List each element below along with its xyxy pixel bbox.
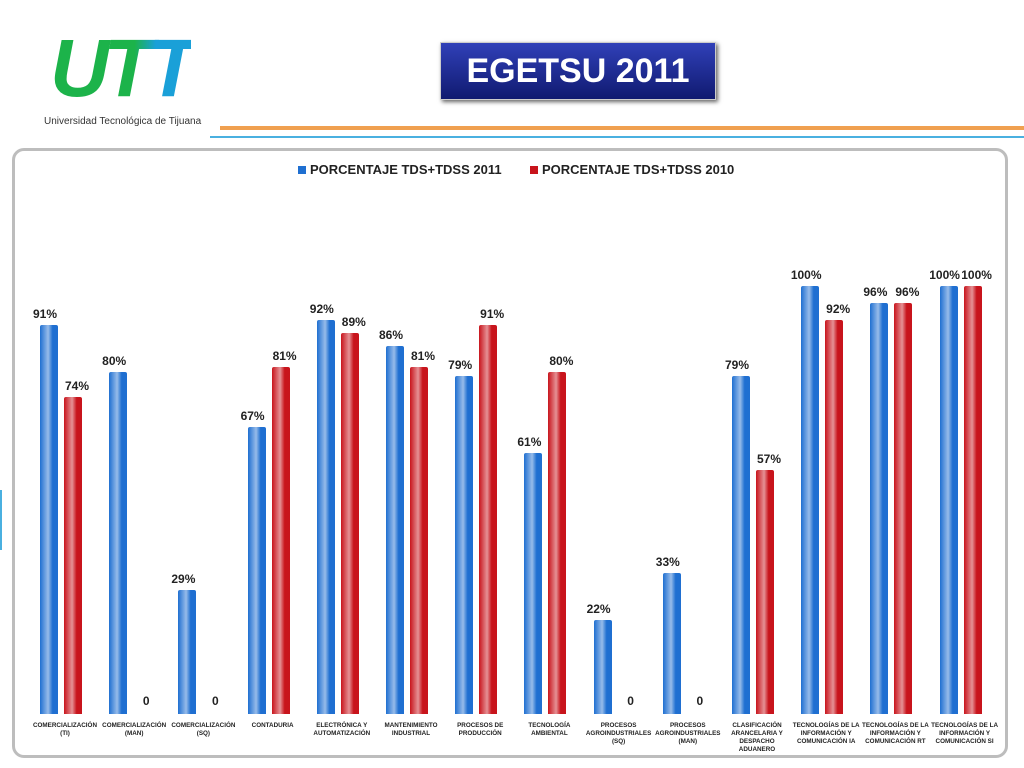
value-label: 81% [410,349,436,364]
legend-swatch [530,166,538,174]
value-label: 0 [212,694,219,708]
value-label: 74% [64,379,90,394]
legend-label: PORCENTAJE TDS+TDSS 2010 [542,162,735,177]
bar [732,375,750,714]
bar [40,324,58,714]
bar [524,452,543,714]
x-tick-label: PROCESOS DE PRODUCCIÓN [457,722,504,737]
value-label: 92% [309,302,334,317]
bar [593,619,612,714]
value-label: 86% [378,327,404,342]
value-label: 100% [961,268,992,282]
value-label: 0 [627,694,634,708]
value-label: 61% [517,434,542,449]
bar [340,333,359,714]
bar [756,470,774,714]
value-label: 89% [341,315,366,330]
value-label: 67% [240,409,265,424]
blue-edge [0,490,2,550]
value-label: 33% [655,554,680,569]
bar [271,367,290,714]
x-tick-label: PROCESOS AGROINDUSTRIALES (SQ) [585,722,652,745]
bar [939,286,958,714]
bar [178,589,197,714]
bar [109,371,128,714]
x-tick-label: ELECTRÓNICA Y AUTOMATIZACIÓN [313,722,371,737]
bar [247,427,266,714]
blue-line [210,136,1024,138]
value-label: 80% [102,353,127,368]
value-label: 100% [929,268,960,282]
legend-swatch [298,166,306,174]
bar [894,303,913,714]
x-tick-label: TECNOLOGÍAS DE LA INFORMACIÓN Y COMUNICA… [792,722,860,745]
bar [870,303,889,714]
x-tick-label: CLASIFICACIÓN ARANCELARIA Y DESPACHO ADU… [731,722,783,753]
x-tick-label: COMERCIALIZACIÓN (TI) [32,722,97,737]
value-label: 80% [549,353,574,368]
chart-panel [12,148,1008,758]
legend-label: PORCENTAJE TDS+TDSS 2011 [310,162,502,177]
logo-name: Universidad Tecnológica de Tijuana [44,116,202,127]
bar [548,371,567,714]
bar [455,375,474,714]
value-label: 96% [895,285,920,300]
bar [963,286,982,714]
x-tick-label: COMERCIALIZACIÓN (MAN) [102,722,167,737]
value-label: 0 [142,694,150,708]
x-tick-label: TECNOLOGÍAS DE LA INFORMACIÓN Y COMUNICA… [861,722,929,745]
value-label: 79% [724,357,750,372]
bar [316,320,335,714]
value-label: 0 [696,694,704,708]
x-tick-label: TECNOLOGÍA AMBIENTAL [528,722,571,737]
value-label: 96% [863,285,888,300]
x-tick-label: MANTENIMIENTO INDUSTRIAL [384,722,438,737]
value-label: 79% [448,357,473,372]
value-label: 91% [480,306,505,321]
bar [801,286,820,714]
bar [410,367,428,714]
value-label: 100% [790,268,822,282]
bar [386,345,404,714]
value-label: 92% [826,302,851,317]
logo-mark: UTT [50,23,197,114]
orange-line [220,126,1024,130]
value-label: 29% [171,571,196,586]
bar [662,572,681,714]
value-label: 57% [756,452,782,467]
x-tick-label: TECNOLOGÍAS DE LA INFORMACIÓN Y COMUNICA… [931,722,998,745]
value-label: 22% [586,601,611,616]
x-tick-label: PROCESOS AGROINDUSTRIALES (MAN) [655,722,721,745]
bar [825,320,844,714]
x-tick-label: CONTADURIA [251,722,294,729]
bar [64,397,82,714]
value-label: 81% [272,349,297,364]
x-tick-label: COMERCIALIZACIÓN (SQ) [171,722,236,737]
slide-title: EGETSU 2011 [440,42,716,100]
value-label: 91% [32,306,58,321]
bar [479,324,498,714]
